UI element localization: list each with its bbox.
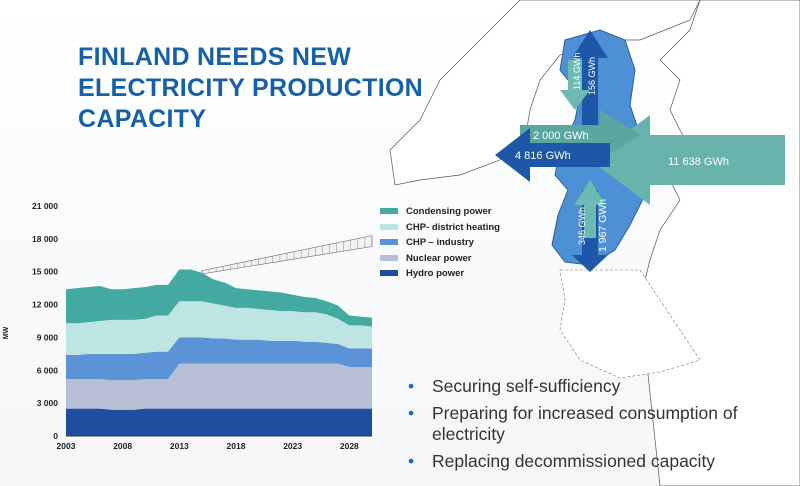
x-tick-label: 2028 (340, 441, 359, 451)
y-tick-label: 6 000 (37, 365, 59, 375)
flow-arrow-north-small (560, 60, 590, 110)
capacity-chart: 0 3 000 6 000 9 000 12 000 15 000 18 000 21 000… (3, 201, 373, 451)
chart-areas (66, 269, 372, 436)
legend-swatch (380, 239, 398, 245)
y-tick-label: 0 (53, 431, 58, 441)
y-tick-label: 3 000 (37, 398, 59, 408)
area-series-3 (66, 301, 372, 355)
y-tick-label: 18 000 (32, 234, 58, 244)
area-series-1 (66, 363, 372, 410)
bullet-item: • Preparing for increased consumption of … (408, 403, 788, 445)
bullet-item: • Replacing decommissioned capacity (408, 451, 788, 472)
area-series-2 (66, 337, 372, 381)
bullet-text: Replacing decommissioned capacity (432, 451, 716, 471)
x-tick-label: 2013 (170, 441, 189, 451)
flow-arrow-west-in (495, 128, 610, 182)
area-series-4 (66, 269, 372, 327)
legend-label: Hydro power (406, 268, 465, 279)
legend-label: Condensing power (406, 206, 492, 217)
bullet-dot: • (408, 403, 415, 423)
flow-label-west-out: 2 000 GWh (533, 130, 589, 142)
title-line: CAPACITY (78, 105, 207, 133)
slide-title: FINLAND NEEDS NEW ELECTRICITY PRODUCTION… (78, 42, 498, 135)
flow-label-south-small: 346 GWh (577, 207, 587, 245)
baltic-land (559, 269, 701, 379)
bullet-list: • Securing self-sufficiency • Preparing fo… (408, 376, 788, 478)
y-tick-label: 12 000 (32, 300, 58, 310)
legend-label: CHP- district heating (406, 221, 500, 233)
legend-swatch (380, 223, 398, 230)
forecast-band (201, 235, 373, 275)
x-tick-label: 2008 (113, 441, 132, 451)
y-tick-label: 9 000 (37, 332, 59, 342)
y-tick-label: 21 000 (32, 201, 58, 211)
legend-label: CHP – industry (406, 237, 474, 248)
x-tick-label: 2003 (57, 441, 76, 451)
bullet-text: Preparing for increased consumption of e… (432, 403, 738, 444)
scandinavia-land (389, 0, 701, 186)
y-tick-label: 15 000 (32, 267, 58, 277)
legend-swatch (380, 270, 398, 276)
bullet-item: • Securing self-sufficiency (408, 376, 788, 397)
flow-label-north-large: 156 GWh (587, 57, 597, 95)
flow-arrow-east-in (590, 115, 785, 205)
flow-label-west-in: 4 816 GWh (515, 150, 571, 162)
flow-label-south-large: 1 967 GWh (597, 199, 609, 252)
flow-arrow-south-small (574, 180, 606, 238)
bullet-dot: • (408, 451, 415, 471)
title-line: ELECTRICITY PRODUCTION (78, 74, 424, 102)
area-series-0 (66, 408, 372, 436)
legend-label: Nuclear power (406, 252, 472, 264)
y-axis-label: MW (3, 326, 10, 339)
bullet-text: Securing self-sufficiency (432, 376, 621, 396)
title-line: FINLAND NEEDS NEW (78, 43, 352, 71)
flow-label-east-in: 11 638 GWh (668, 156, 729, 168)
x-tick-label: 2018 (227, 441, 246, 451)
chart-axes: 0 3 000 6 000 9 000 12 000 15 000 18 000 21 000… (3, 201, 372, 451)
flow-label-north-small: 114 GWh (572, 53, 582, 90)
legend-swatch (380, 254, 398, 261)
legend-swatch (380, 208, 398, 214)
bullet-dot: • (408, 376, 415, 396)
flow-arrow-north-large (572, 30, 608, 125)
x-tick-label: 2023 (283, 441, 302, 451)
